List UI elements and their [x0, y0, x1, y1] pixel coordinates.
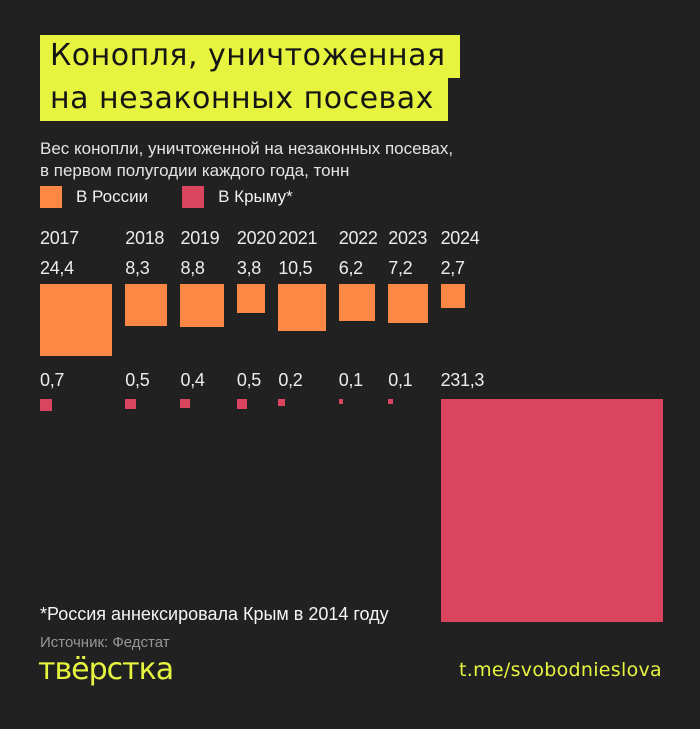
crimea-square [440, 399, 664, 622]
russia-value-label: 10,5 [278, 258, 313, 278]
crimea-square [278, 399, 285, 406]
chart-column-2017: 2017 24,4 0,7 [40, 227, 113, 623]
crimea-value-label: 231,3 [440, 370, 485, 390]
russia-square [278, 284, 326, 332]
legend-label-russia: В России [76, 187, 149, 206]
russia-value-label: 24,4 [40, 258, 74, 278]
verstka-logo: твёрстка [38, 652, 174, 687]
russia-value-label: 7,2 [388, 258, 413, 278]
crimea-square [388, 399, 393, 404]
russia-square [180, 284, 224, 328]
squares-chart: 2017 24,4 0,7 2018 8,3 0,5 2019 8,8 0,4 2020 3,8 0,… [40, 227, 664, 623]
year-label: 2019 [180, 228, 220, 248]
chart-column-2024: 2024 2,7 231,3 [440, 227, 664, 623]
chart-column-2023: 2023 7,2 0,1 [388, 227, 428, 623]
year-label: 2018 [125, 228, 165, 248]
crimea-value-label: 0,1 [388, 370, 413, 390]
year-label: 2021 [278, 228, 318, 248]
chart-column-2020: 2020 3,8 0,5 [236, 227, 276, 623]
subtitle-line-2: в первом полугодии каждого года, тонн [40, 161, 350, 180]
crimea-square [236, 399, 248, 410]
russia-square [40, 284, 113, 357]
year-label: 2024 [440, 228, 480, 248]
chart-column-2021: 2021 10,5 0,2 [278, 227, 326, 623]
chart-column-2022: 2022 6,2 0,1 [338, 227, 378, 623]
russia-square [236, 284, 266, 313]
legend-item-russia: В России [40, 186, 148, 208]
russia-value-label: 3,8 [236, 258, 261, 278]
legend: В России В Крыму* [40, 186, 293, 208]
year-label: 2023 [388, 228, 428, 248]
crimea-swatch-icon [182, 186, 205, 208]
crimea-value-label: 0,4 [180, 370, 205, 390]
year-label: 2020 [236, 228, 276, 248]
chart-column-2019: 2019 8,8 0,4 [180, 227, 224, 623]
crimea-value-label: 0,5 [236, 370, 261, 390]
source-label: Источник: Федстат [40, 634, 170, 651]
russia-square [125, 284, 168, 327]
legend-item-crimea: В Крыму* [182, 186, 293, 208]
subtitle-line-1: Вес конопли, уничтоженной на незаконных … [40, 139, 454, 158]
chart-subtitle: Вес конопли, уничтоженной на незаконных … [40, 138, 453, 182]
russia-square [338, 284, 376, 321]
crimea-value-label: 0,1 [338, 370, 363, 390]
russia-square [388, 284, 428, 324]
crimea-square [125, 399, 136, 410]
legend-label-crimea: В Крыму* [218, 187, 293, 206]
crimea-square [180, 399, 190, 409]
page-title: Конопля, уничтоженная на незаконных посе… [40, 35, 460, 121]
year-label: 2022 [338, 228, 378, 248]
russia-square [440, 284, 465, 309]
crimea-value-label: 0,2 [278, 370, 303, 390]
crimea-value-label: 0,5 [125, 370, 150, 390]
footnote: *Россия аннексировала Крым в 2014 году [40, 604, 389, 624]
russia-swatch-icon [40, 186, 62, 208]
russia-value-label: 8,8 [180, 258, 205, 278]
crimea-value-label: 0,7 [40, 370, 65, 390]
russia-value-label: 2,7 [440, 258, 465, 278]
chart-column-2018: 2018 8,3 0,5 [125, 227, 168, 623]
russia-value-label: 6,2 [338, 258, 363, 278]
crimea-square [40, 399, 53, 412]
telegram-link[interactable]: t.me/svobodnieslova [458, 659, 662, 681]
title-line-1: Конопля, уничтоженная [40, 35, 460, 78]
title-line-2: на незаконных посевах [40, 78, 448, 121]
russia-value-label: 8,3 [125, 258, 150, 278]
year-label: 2017 [40, 228, 79, 248]
crimea-square [338, 399, 344, 404]
